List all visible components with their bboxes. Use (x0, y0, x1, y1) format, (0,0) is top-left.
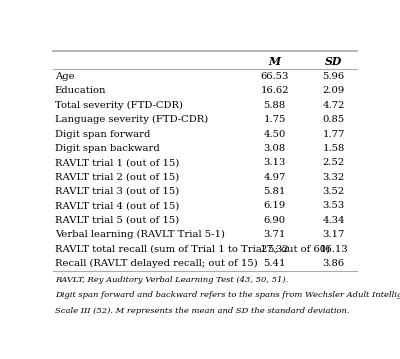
Text: 16.62: 16.62 (260, 87, 289, 95)
Text: RAVLT trial 2 (out of 15): RAVLT trial 2 (out of 15) (55, 173, 179, 182)
Text: Verbal learning (RAVLT Trial 5-1): Verbal learning (RAVLT Trial 5-1) (55, 230, 225, 239)
Text: 1.58: 1.58 (322, 144, 345, 153)
Text: 6.19: 6.19 (264, 201, 286, 210)
Text: RAVLT trial 3 (out of 15): RAVLT trial 3 (out of 15) (55, 187, 179, 196)
Text: 1.77: 1.77 (322, 130, 345, 139)
Text: Age: Age (55, 72, 74, 81)
Text: 0.85: 0.85 (322, 115, 345, 124)
Text: 3.13: 3.13 (264, 158, 286, 167)
Text: SD: SD (325, 56, 342, 67)
Text: 3.32: 3.32 (322, 173, 345, 182)
Text: 3.52: 3.52 (322, 187, 345, 196)
Text: 5.88: 5.88 (264, 101, 286, 110)
Text: 2.52: 2.52 (322, 158, 345, 167)
Text: 5.41: 5.41 (264, 259, 286, 268)
Text: RAVLT, Rey Auditory Verbal Learning Test (43, 50, 51).: RAVLT, Rey Auditory Verbal Learning Test… (55, 276, 288, 284)
Text: RAVLT trial 5 (out of 15): RAVLT trial 5 (out of 15) (55, 216, 179, 225)
Text: Language severity (FTD-CDR): Language severity (FTD-CDR) (55, 115, 208, 124)
Text: 5.96: 5.96 (322, 72, 345, 81)
Text: Scale III (52). M represents the mean and SD the standard deviation.: Scale III (52). M represents the mean an… (55, 307, 349, 314)
Text: RAVLT trial 1 (out of 15): RAVLT trial 1 (out of 15) (55, 158, 179, 167)
Text: 6.90: 6.90 (264, 216, 286, 225)
Text: RAVLT total recall (sum of Trial 1 to Trial 5; out of 60): RAVLT total recall (sum of Trial 1 to Tr… (55, 244, 330, 253)
Text: Education: Education (55, 87, 106, 95)
Text: 27.32: 27.32 (260, 244, 289, 253)
Text: M: M (269, 56, 281, 67)
Text: Digit span backward: Digit span backward (55, 144, 159, 153)
Text: RAVLT trial 4 (out of 15): RAVLT trial 4 (out of 15) (55, 201, 179, 210)
Text: 1.75: 1.75 (264, 115, 286, 124)
Text: 4.50: 4.50 (264, 130, 286, 139)
Text: Digit span forward: Digit span forward (55, 130, 150, 139)
Text: Recall (RAVLT delayed recall; out of 15): Recall (RAVLT delayed recall; out of 15) (55, 259, 258, 268)
Text: 3.71: 3.71 (264, 230, 286, 239)
Text: Total severity (FTD-CDR): Total severity (FTD-CDR) (55, 101, 183, 110)
Text: 16.13: 16.13 (319, 244, 348, 253)
Text: 3.17: 3.17 (322, 230, 345, 239)
Text: 3.53: 3.53 (322, 201, 345, 210)
Text: 4.34: 4.34 (322, 216, 345, 225)
Text: 5.81: 5.81 (264, 187, 286, 196)
Text: 3.86: 3.86 (322, 259, 345, 268)
Text: 3.08: 3.08 (264, 144, 286, 153)
Text: 66.53: 66.53 (260, 72, 289, 81)
Text: Digit span forward and backward refers to the spans from Wechsler Adult Intellig: Digit span forward and backward refers t… (55, 291, 400, 299)
Text: 4.97: 4.97 (264, 173, 286, 182)
Text: 2.09: 2.09 (322, 87, 345, 95)
Text: 4.72: 4.72 (322, 101, 345, 110)
